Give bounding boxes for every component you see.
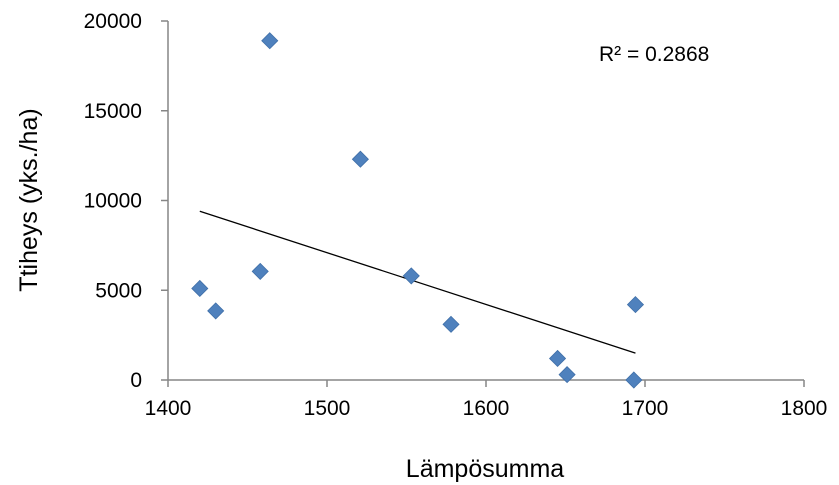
data-point [251, 262, 269, 280]
x-tick-label: 1500 [304, 397, 351, 420]
data-points [191, 32, 645, 389]
y-axis-title: Ttiheys (yks./ha) [15, 108, 43, 291]
data-point [261, 32, 279, 50]
y-tick-label: 15000 [84, 100, 142, 123]
y-tick-label: 0 [130, 369, 142, 392]
data-point [548, 349, 567, 368]
y-ticks: 0 5000 10000 15000 20000 [84, 10, 168, 392]
data-point [558, 366, 576, 384]
data-point [626, 296, 645, 314]
x-tick-label: 1600 [463, 397, 510, 420]
r-squared-annotation: R² = 0.2868 [599, 43, 709, 66]
x-tick-label: 1400 [145, 397, 192, 420]
x-axis-title: Lämpösumma [406, 455, 564, 483]
y-tick-label: 20000 [84, 10, 142, 33]
data-point [625, 371, 643, 389]
trendline [199, 210, 636, 354]
trendline-group [199, 210, 636, 354]
x-tick-label: 1800 [781, 397, 828, 420]
data-point [402, 267, 420, 285]
data-point [442, 315, 460, 333]
x-ticks: 1400 1500 1600 1700 1800 [145, 380, 828, 420]
y-tick-label: 5000 [95, 279, 142, 302]
axes [167, 21, 804, 381]
data-point [191, 279, 209, 298]
data-point [351, 150, 369, 168]
x-tick-label: 1700 [622, 397, 669, 420]
y-tick-label: 10000 [84, 190, 142, 213]
data-point [207, 302, 225, 320]
